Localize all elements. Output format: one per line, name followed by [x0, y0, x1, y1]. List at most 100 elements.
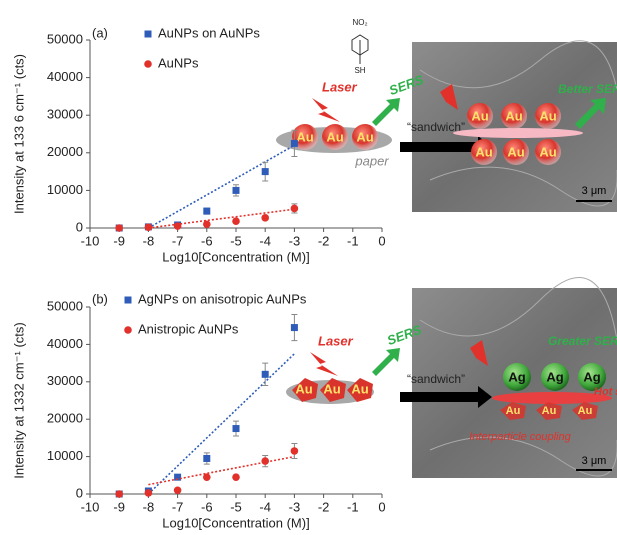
legend-marker	[124, 296, 132, 304]
scale-label: 3 μm	[582, 455, 607, 467]
point	[115, 490, 123, 498]
particle-label: Au	[542, 405, 557, 417]
laser-bolt	[470, 340, 488, 366]
legend-label: Anistropic AuNPs	[138, 321, 239, 336]
x-tick-label: -1	[347, 499, 359, 514]
enhanced-label: Greater SERS	[548, 334, 617, 348]
texture	[419, 40, 617, 207]
x-tick-label: -3	[289, 233, 301, 248]
point	[232, 217, 240, 226]
x-tick-label: -4	[259, 499, 271, 514]
particle-label: Au	[471, 108, 488, 123]
arrow	[400, 136, 492, 158]
trend-line	[148, 144, 295, 229]
point	[115, 224, 123, 232]
particle-label: Ag	[508, 369, 525, 384]
x-tick-label: -8	[143, 233, 155, 248]
point	[232, 473, 240, 481]
molecule-layer	[492, 392, 612, 404]
particle-label: Ag	[583, 369, 600, 384]
particle-label: Au	[323, 381, 340, 396]
point	[173, 222, 182, 230]
particles: Au Au Au Au Au Au	[467, 103, 561, 165]
point	[144, 223, 153, 232]
particle-label: Au	[356, 129, 373, 144]
particle-label: Au	[506, 405, 521, 417]
panel-label: (a)	[92, 25, 108, 40]
x-tick-label: -8	[143, 499, 155, 514]
point	[232, 425, 240, 433]
laser-bolt	[310, 352, 338, 376]
y-tick-label: 50000	[47, 31, 83, 46]
y-tick-label: 30000	[47, 373, 83, 388]
hotspot-label: Hot spots	[594, 386, 617, 398]
molecule-layer	[453, 128, 583, 138]
sandwich-label: “sandwich”	[407, 372, 465, 386]
particle-label: Au	[326, 129, 343, 144]
y-tick-label: 10000	[47, 182, 83, 197]
trend-line	[148, 208, 295, 229]
laser-bolt	[312, 98, 340, 122]
y-tick-label: 20000	[47, 144, 83, 159]
point	[173, 486, 182, 495]
point	[261, 370, 269, 378]
point	[261, 214, 270, 222]
point	[261, 168, 269, 176]
x-tick-label: -2	[318, 233, 330, 248]
particles: Au Au Au	[292, 124, 378, 150]
legend-marker	[124, 326, 132, 334]
point	[290, 204, 299, 213]
molecule-label: NO₂	[352, 18, 367, 27]
y-axis-label: Intensity at 133 6 cm⁻¹ (cts)	[11, 54, 26, 214]
particle-label: Au	[295, 381, 312, 396]
coupling-label: Interparticle coupling	[469, 431, 571, 443]
x-tick-label: -7	[172, 499, 184, 514]
x-tick-label: -5	[230, 233, 242, 248]
x-tick-label: -1	[347, 233, 359, 248]
molecule-label: SH	[354, 66, 365, 75]
x-tick-label: -2	[318, 499, 330, 514]
particle-label: Ag	[546, 369, 563, 384]
x-tick-label: -6	[201, 233, 213, 248]
particle-label: Au	[539, 108, 556, 123]
x-tick-label: -5	[230, 499, 242, 514]
sers-arrow	[575, 98, 606, 129]
laser-bolt	[440, 84, 458, 110]
x-tick-label: -9	[113, 499, 125, 514]
point	[261, 457, 270, 465]
point	[290, 139, 298, 147]
x-tick-label: -4	[259, 233, 271, 248]
panel-label: (b)	[92, 291, 108, 306]
x-tick-label: 0	[378, 499, 385, 514]
y-tick-label: 30000	[47, 107, 83, 122]
scale-label: 3 μm	[582, 185, 607, 197]
sandwich-label: “sandwich”	[407, 120, 465, 134]
sers-arrow	[372, 348, 400, 376]
legend-label: AgNPs on anisotropic AuNPs	[138, 291, 307, 306]
legend-label: AuNPs	[158, 55, 199, 70]
enhanced-label: Better SERS	[558, 82, 617, 96]
point	[174, 473, 182, 481]
particles: Ag Ag Ag Au Au Au	[500, 363, 606, 420]
sers-arrow	[372, 98, 400, 126]
point	[203, 207, 211, 215]
particle-label: Au	[475, 144, 492, 159]
particles: Au Au Au	[292, 378, 373, 402]
trend-line	[147, 353, 295, 495]
legend-marker	[144, 60, 152, 68]
y-tick-label: 50000	[47, 298, 83, 313]
particle-label: Au	[296, 129, 313, 144]
point	[290, 324, 298, 332]
point	[203, 220, 211, 229]
x-axis-label: Log10[Concentration (M)]	[162, 515, 309, 530]
point	[144, 489, 153, 497]
y-tick-label: 40000	[47, 69, 83, 84]
schematic-a: NO₂ SH Laser SERS paper Au Au Au “sandwi…	[276, 18, 617, 212]
legend-marker	[144, 30, 152, 38]
laser-label: Laser	[318, 333, 354, 348]
legend-label: AuNPs on AuNPs	[158, 25, 260, 40]
y-tick-label: 0	[76, 485, 83, 500]
arrow	[400, 386, 492, 408]
